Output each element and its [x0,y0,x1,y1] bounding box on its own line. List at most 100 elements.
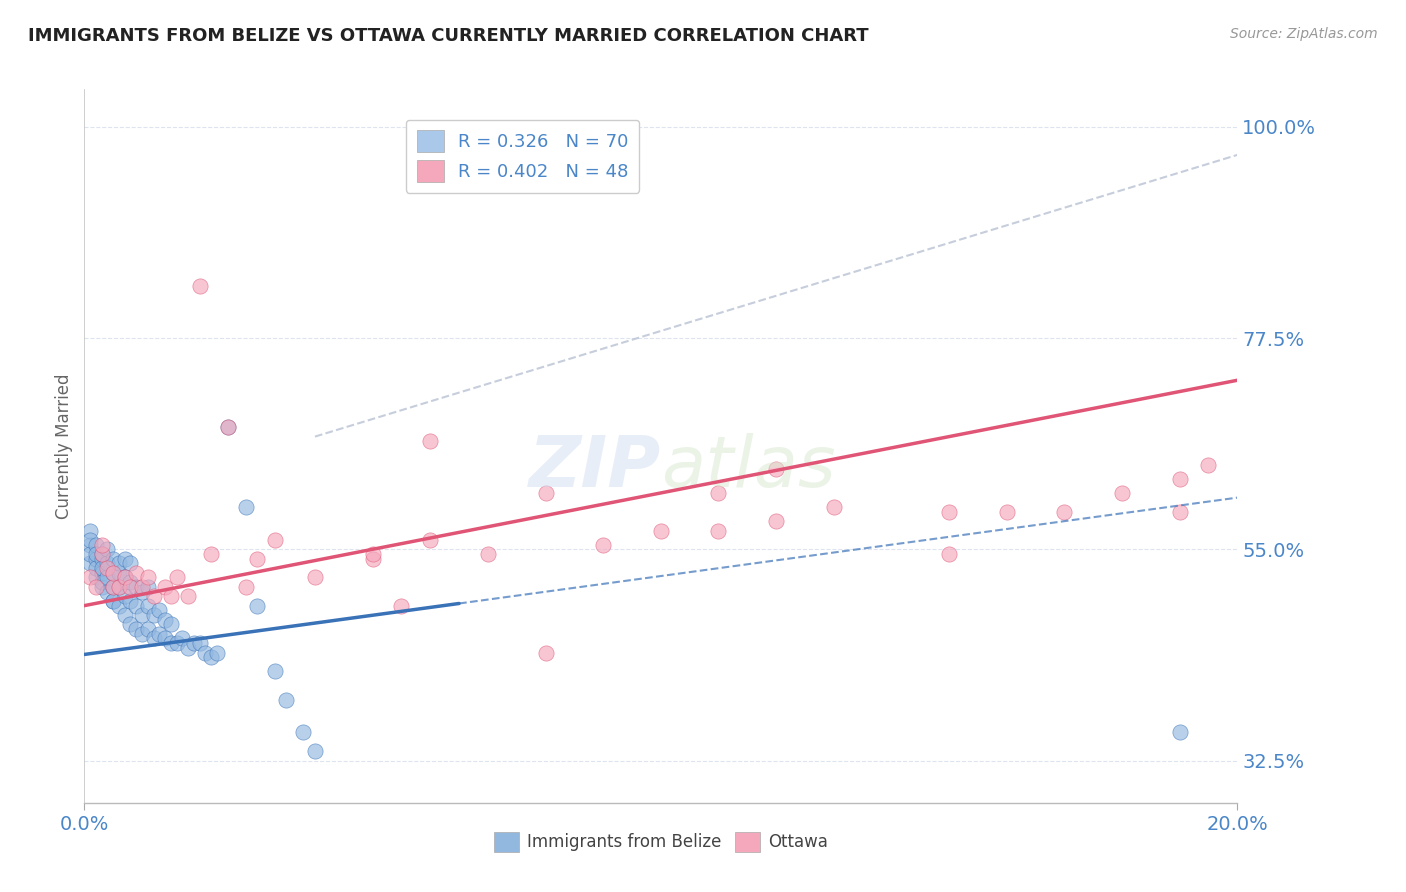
Point [114,570,136,584]
Point [160,636,183,650]
Point [1168,472,1191,486]
Point [391,599,413,613]
Point [477,547,499,561]
Point [103,566,124,580]
Point [823,500,845,514]
Point [96,570,118,584]
Point [108,599,131,613]
Point [79,524,101,538]
Point [84,570,107,584]
Point [142,632,165,646]
Point [172,632,194,646]
Point [200,650,222,665]
Point [120,575,142,590]
Text: atlas: atlas [661,433,835,502]
Point [125,599,148,613]
Point [108,566,131,580]
Point [534,486,557,500]
Point [103,566,124,580]
Point [1198,458,1220,472]
Point [361,547,384,561]
Point [419,533,441,547]
Point [246,551,269,566]
Point [114,589,136,603]
Point [188,636,211,650]
Point [419,434,441,449]
Point [292,725,315,739]
Legend: Immigrants from Belize, Ottawa: Immigrants from Belize, Ottawa [486,825,835,859]
Text: IMMIGRANTS FROM BELIZE VS OTTAWA CURRENTLY MARRIED CORRELATION CHART: IMMIGRANTS FROM BELIZE VS OTTAWA CURRENT… [28,27,869,45]
Point [114,607,136,622]
Point [183,636,205,650]
Point [103,580,124,594]
Point [79,538,101,552]
Point [534,646,557,660]
Text: Source: ZipAtlas.com: Source: ZipAtlas.com [1230,27,1378,41]
Point [142,607,165,622]
Point [177,640,200,655]
Point [120,580,142,594]
Point [90,547,112,561]
Point [96,557,118,571]
Point [707,486,730,500]
Point [103,551,124,566]
Point [650,524,672,538]
Point [108,557,131,571]
Point [765,462,787,476]
Point [90,566,112,580]
Point [263,533,285,547]
Point [1168,725,1191,739]
Point [166,636,188,650]
Point [84,538,107,552]
Point [125,580,148,594]
Point [136,622,159,636]
Point [125,566,148,580]
Point [160,589,183,603]
Point [218,420,240,434]
Point [148,627,170,641]
Point [96,584,118,599]
Point [995,505,1018,519]
Point [707,524,730,538]
Point [177,589,200,603]
Point [188,279,211,293]
Point [108,580,131,594]
Point [131,580,153,594]
Point [131,627,153,641]
Point [1168,505,1191,519]
Point [153,632,176,646]
Point [153,580,176,594]
Point [79,557,101,571]
Point [1053,505,1076,519]
Point [131,607,153,622]
Point [235,580,257,594]
Point [90,575,112,590]
Point [103,580,124,594]
Point [218,420,240,434]
Point [90,538,112,552]
Point [160,617,183,632]
Point [84,580,107,594]
Point [142,589,165,603]
Point [1111,486,1133,500]
Point [96,561,118,575]
Point [84,547,107,561]
Point [136,570,159,584]
Point [136,599,159,613]
Point [148,603,170,617]
Point [765,514,787,528]
Point [114,551,136,566]
Point [304,744,326,758]
Point [90,561,112,575]
Point [276,692,298,706]
Point [235,500,257,514]
Point [153,613,176,627]
Point [136,580,159,594]
Point [938,547,960,561]
Point [103,594,124,608]
Point [79,533,101,547]
Point [194,646,217,660]
Point [120,557,142,571]
Point [125,622,148,636]
Point [166,570,188,584]
